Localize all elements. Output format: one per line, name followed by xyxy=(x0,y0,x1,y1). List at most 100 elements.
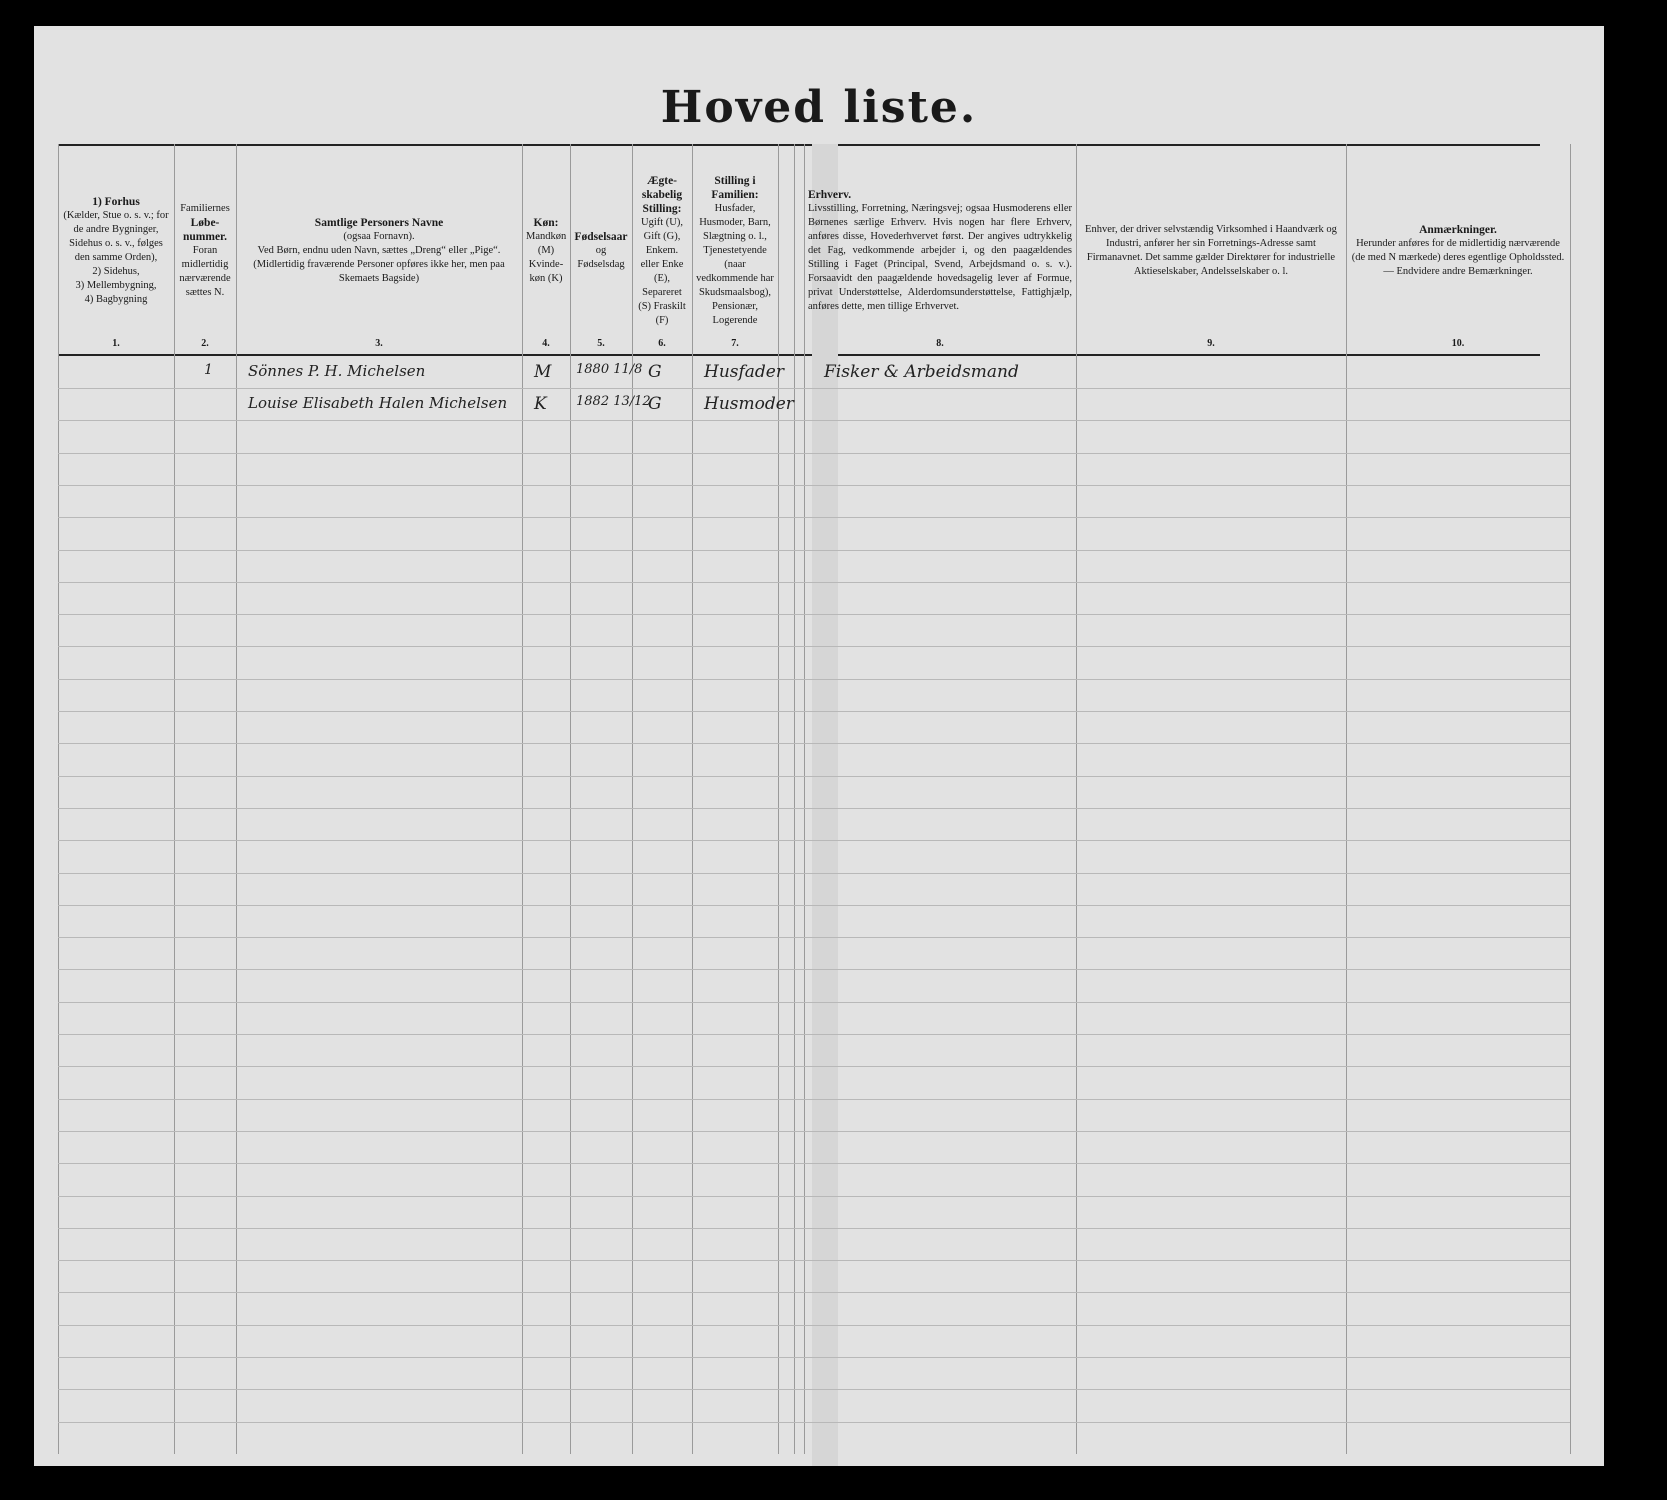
entry-birth: 1880 11/8 xyxy=(576,362,643,377)
row-line xyxy=(58,1001,1570,1003)
row-line xyxy=(58,1163,1570,1165)
row-line xyxy=(58,1098,1570,1100)
row-line xyxy=(58,1195,1570,1197)
column-divider xyxy=(522,144,523,1454)
header-text: (ogsaa Fornavn). xyxy=(343,231,415,242)
header-text: Stilling i Familien: xyxy=(711,175,759,201)
header-text: Ved Børn, endnu uden Navn, sættes „Dreng… xyxy=(257,245,501,256)
row-line xyxy=(58,614,1570,616)
column-divider xyxy=(632,144,633,1454)
row-line xyxy=(58,581,1570,583)
row-line xyxy=(58,1066,1570,1068)
entry-position: Husmoder xyxy=(704,394,794,414)
row-line xyxy=(58,452,1570,454)
entry-marital: G xyxy=(648,362,662,382)
column-divider xyxy=(804,144,805,1454)
row-line xyxy=(58,840,1570,842)
row-line xyxy=(58,1324,1570,1326)
header-text: 2) Sidehus, xyxy=(92,266,140,277)
column-number: 6. xyxy=(658,338,666,349)
row-line xyxy=(58,388,1570,389)
entry-occupation: Fisker & Arbeidsmand xyxy=(824,362,1019,382)
header-text: Fødselsaar xyxy=(574,231,628,243)
column-header-5: Fødselsaar og Fødselsdag xyxy=(574,151,628,351)
column-header-2: Familiernes Løbe-nummer. Foran midlertidig… xyxy=(178,151,232,351)
header-text: Anmærkninger. xyxy=(1419,224,1497,236)
column-header-4: Køn: Mandkøn (M) Kvinde-køn (K) xyxy=(526,151,566,351)
entry-name: Sönnes P. H. Michelsen xyxy=(248,362,426,380)
row-line xyxy=(58,807,1570,809)
column-number: 3. xyxy=(375,338,383,349)
row-line xyxy=(58,1357,1570,1358)
row-line xyxy=(58,646,1570,648)
header-text: 4) Bagbygning xyxy=(84,294,148,305)
entry-sex: K xyxy=(534,394,547,414)
column-divider xyxy=(1346,144,1347,1454)
column-divider xyxy=(236,144,237,1454)
column-number: 2. xyxy=(201,338,209,349)
column-header-3: Samtlige Personers Navne (ogsaa Fornavn).… xyxy=(240,151,518,351)
column-header-6: Ægte-skabelig Stilling: Ugift (U), Gift (… xyxy=(636,151,688,351)
header-text: og xyxy=(595,245,607,256)
row-line xyxy=(58,1130,1570,1132)
entry-marital: G xyxy=(648,394,662,414)
column-header-7: Stilling i Familien: Husfader, Husmoder, … xyxy=(696,151,774,351)
row-line xyxy=(58,711,1570,712)
header-text: Livsstilling, Forretning, Næringsvej; og… xyxy=(808,203,1072,312)
column-header-8: Erhverv. Livsstilling, Forretning, Næring… xyxy=(808,151,1072,351)
row-line xyxy=(58,937,1570,939)
header-text: Familiernes xyxy=(180,203,230,214)
column-header-1: 1) Forhus (Kælder, Stue o. s. v.; for de … xyxy=(62,151,170,351)
row-line xyxy=(58,484,1570,486)
column-divider xyxy=(174,144,175,1454)
column-divider xyxy=(794,144,795,1454)
row-line xyxy=(58,678,1570,680)
header-text: Samtlige Personers Navne xyxy=(314,217,444,229)
header-text: Foran midlertidig nærværende sættes N. xyxy=(179,245,231,298)
column-number: 8. xyxy=(936,338,944,349)
row-line xyxy=(58,420,1570,422)
entry-name: Louise Elisabeth Halen Michelsen xyxy=(248,394,508,412)
header-text: Ægte-skabelig Stilling: xyxy=(641,175,683,215)
column-header-9: Enhver, der driver selvstændig Virksomhe… xyxy=(1080,151,1342,351)
header-text: Herunder anføres for de midlertidig nærv… xyxy=(1351,238,1565,277)
header-text: 3) Mellembygning, xyxy=(75,280,157,291)
row-line xyxy=(58,1260,1570,1262)
column-number: 5. xyxy=(597,338,605,349)
page-fold xyxy=(812,144,838,1466)
column-number: 1. xyxy=(112,338,120,349)
row-line xyxy=(58,1292,1570,1294)
row-line xyxy=(58,969,1570,971)
header-text: Ugift (U), Gift (G), Enkem. eller Enke (… xyxy=(638,217,686,326)
header-text: Erhverv. xyxy=(808,189,852,201)
header-top-rule xyxy=(58,144,1540,146)
row-line xyxy=(58,1227,1570,1229)
column-divider xyxy=(778,144,779,1454)
column-divider xyxy=(58,144,59,1454)
column-divider xyxy=(1076,144,1077,1454)
header-text: Løbe-nummer. xyxy=(183,217,227,243)
header-text: (Midlertidig fraværende Personer opføres… xyxy=(253,259,505,284)
header-text: Mandkøn (M) Kvinde-køn (K) xyxy=(526,231,567,284)
column-number: 9. xyxy=(1207,338,1215,349)
column-number: 7. xyxy=(731,338,739,349)
census-sheet: Hoved liste. 1) Forhus (Kælder, Stue o. s… xyxy=(34,26,1604,1466)
column-divider xyxy=(1570,144,1571,1454)
page-title: Hoved liste. xyxy=(660,82,978,133)
row-line xyxy=(58,1389,1570,1391)
column-divider xyxy=(692,144,693,1454)
row-line xyxy=(58,775,1570,777)
header-bottom-rule xyxy=(58,354,1540,356)
header-text: Fødselsdag xyxy=(577,259,625,270)
column-divider xyxy=(570,144,571,1454)
column-header-10: Anmærkninger. Herunder anføres for de mid… xyxy=(1350,151,1566,351)
row-line xyxy=(58,743,1570,745)
header-text: Enhver, der driver selvstændig Virksomhe… xyxy=(1085,224,1337,277)
row-line xyxy=(58,1421,1570,1423)
row-line xyxy=(58,904,1570,906)
column-number: 10. xyxy=(1451,338,1465,349)
row-line xyxy=(58,1034,1570,1035)
header-text: 1) Forhus xyxy=(92,196,140,208)
entry-sex: M xyxy=(534,362,552,382)
entry-family-no: 1 xyxy=(204,362,213,378)
